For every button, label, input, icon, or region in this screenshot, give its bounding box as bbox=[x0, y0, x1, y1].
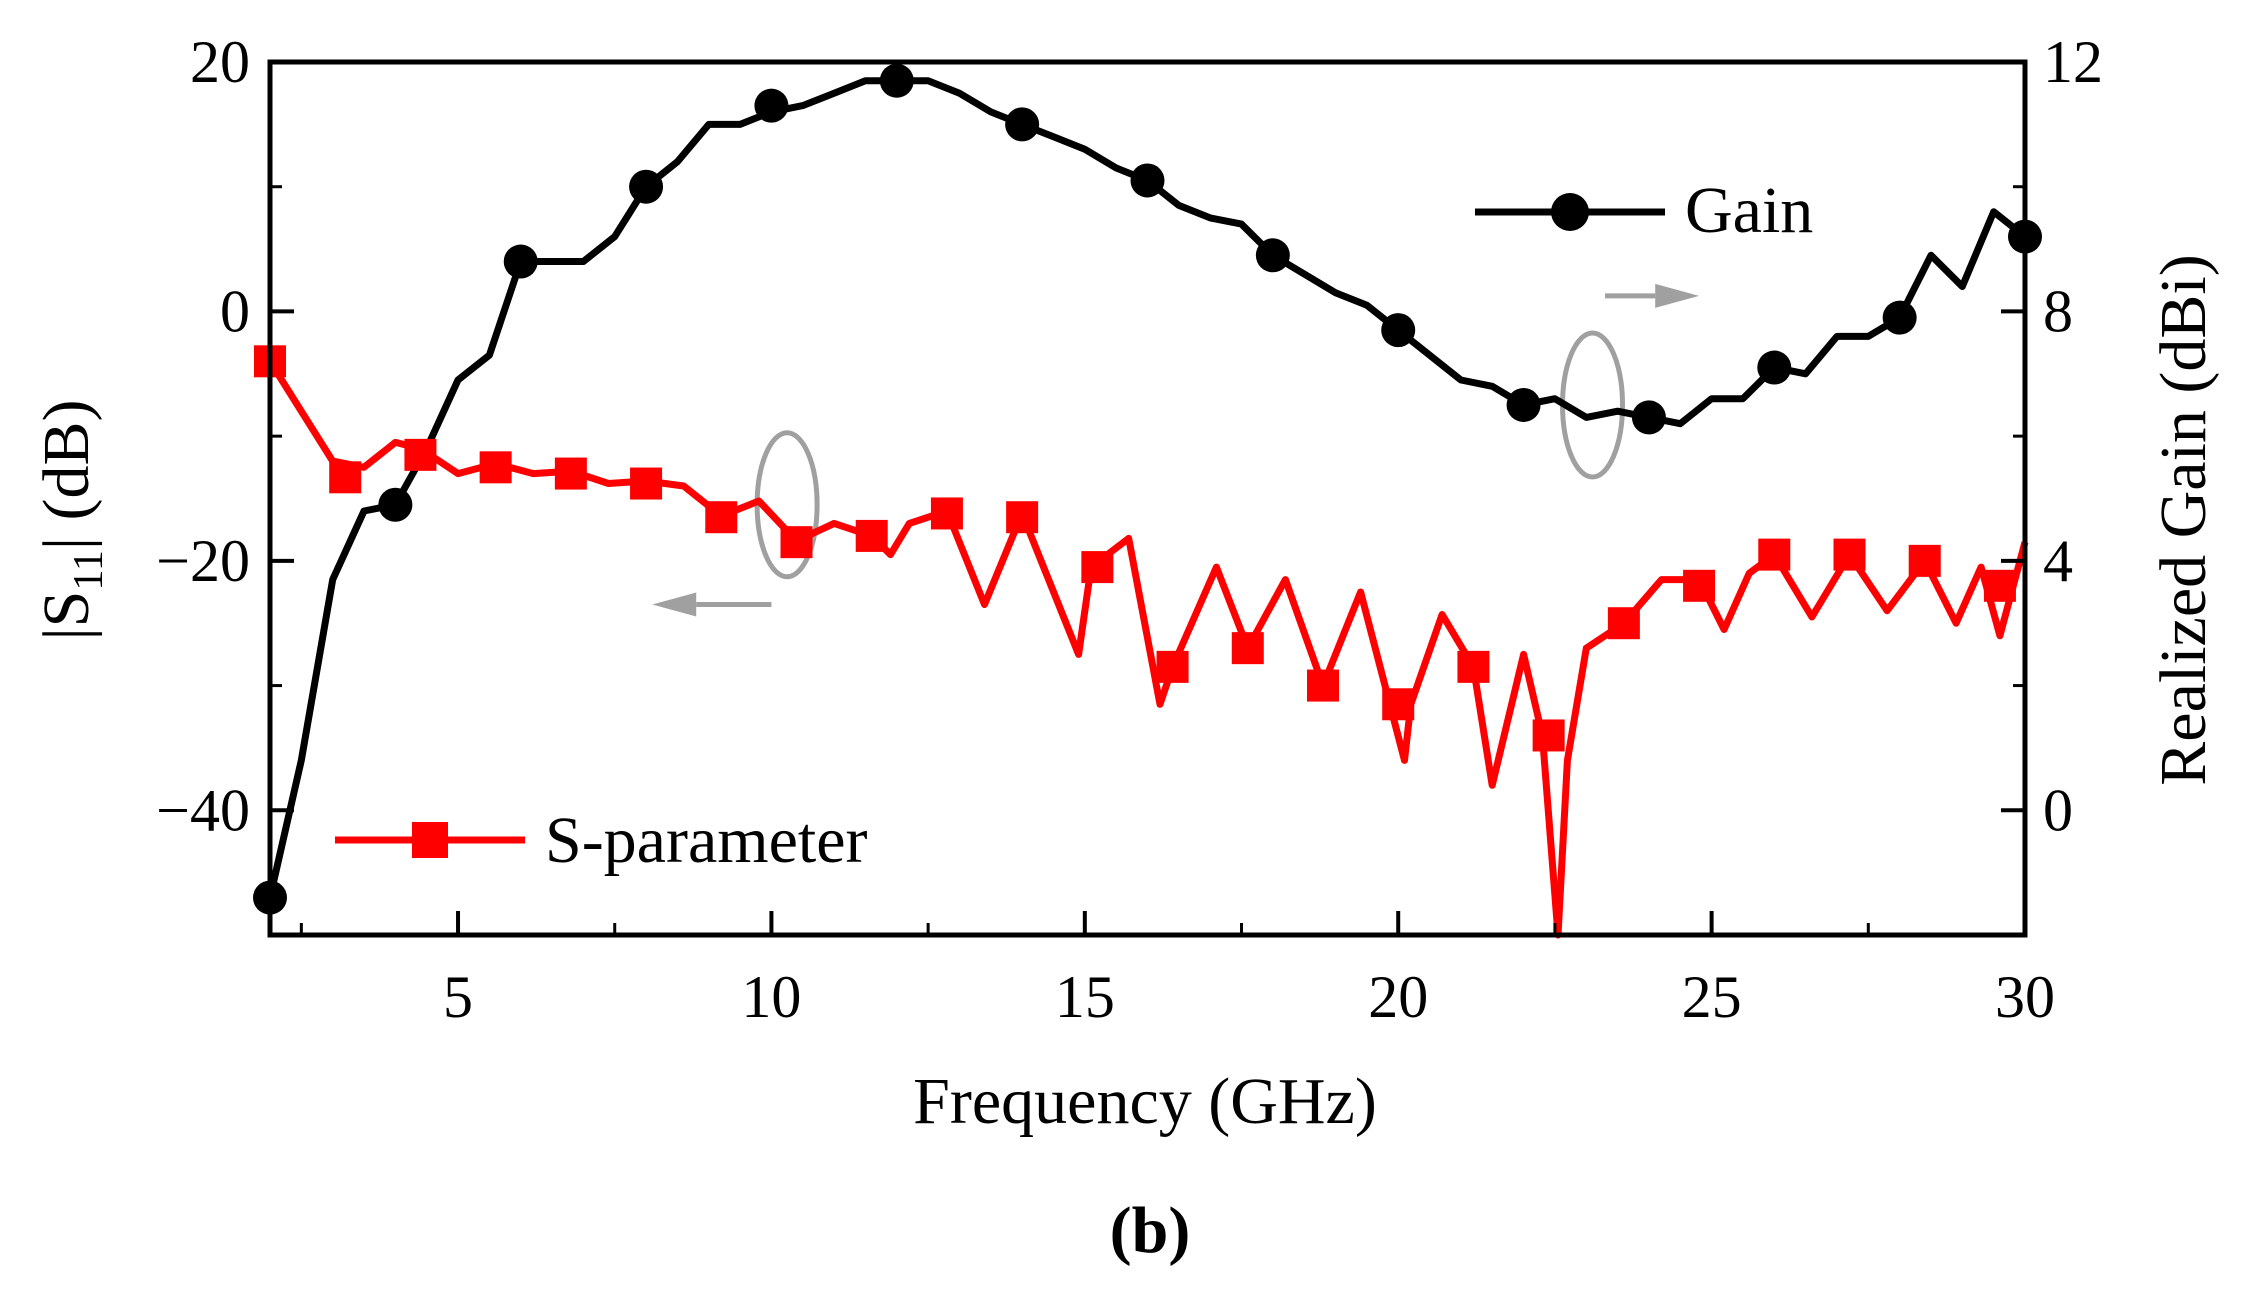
s-parameter-marker bbox=[1908, 544, 1941, 577]
gain-marker bbox=[1631, 400, 1666, 435]
gain-marker bbox=[1882, 300, 1917, 335]
s-parameter-marker bbox=[1307, 669, 1339, 702]
ticks-layer: 5 10 15 20 25 30 20 0 −20 −40 12 8 4 0 bbox=[156, 29, 2103, 1030]
plot-frame bbox=[267, 59, 2028, 938]
x-tick-label: 15 bbox=[1055, 964, 1115, 1030]
gain-marker bbox=[378, 487, 413, 522]
s-parameter-marker bbox=[1156, 650, 1189, 683]
gain-marker bbox=[1255, 238, 1290, 273]
s-parameter-marker bbox=[630, 467, 663, 500]
gain-marker bbox=[629, 169, 664, 204]
y-left-tick-label: −20 bbox=[156, 528, 250, 594]
s-parameter-arrowhead bbox=[652, 592, 697, 617]
s-parameter-marker bbox=[1833, 538, 1866, 571]
s-parameter-marker bbox=[479, 451, 512, 484]
s-parameter-marker bbox=[1457, 650, 1490, 683]
y-left-tick-label: −40 bbox=[156, 777, 250, 843]
s-parameter-marker bbox=[1231, 632, 1264, 665]
s-parameter-series-line bbox=[267, 359, 2029, 939]
legend-gain-marker bbox=[1551, 193, 1589, 231]
legend-layer: Gain S-parameter bbox=[335, 174, 1813, 877]
annotation-layer bbox=[652, 283, 1700, 617]
s-parameter-marker bbox=[1081, 551, 1114, 584]
y-right-tick-label: 12 bbox=[2043, 29, 2103, 95]
s-parameter-marker bbox=[705, 501, 738, 534]
legend-s-parameter-marker bbox=[412, 822, 448, 858]
x-tick-label: 30 bbox=[1995, 964, 2055, 1030]
legend-s-parameter-label: S-parameter bbox=[545, 804, 868, 877]
y-axis-label-right: Realized Gain (dBi) bbox=[2147, 254, 2220, 785]
s-parameter-marker bbox=[1607, 607, 1640, 640]
gain-marker bbox=[1506, 387, 1541, 422]
legend-gain-label: Gain bbox=[1685, 174, 1813, 247]
s-parameter-marker bbox=[1758, 538, 1791, 571]
x-axis-label: Frequency (GHz) bbox=[913, 1065, 1377, 1138]
s-parameter-marker bbox=[1382, 688, 1415, 721]
gain-marker bbox=[1005, 107, 1040, 142]
x-tick-label: 20 bbox=[1368, 964, 1428, 1030]
y-right-tick-label: 0 bbox=[2043, 777, 2073, 843]
s-parameter-marker bbox=[404, 438, 437, 471]
gain-marker bbox=[1130, 163, 1165, 198]
x-tick-label: 10 bbox=[741, 964, 801, 1030]
gain-marker bbox=[503, 244, 538, 279]
s-parameter-marker bbox=[855, 519, 888, 552]
gain-marker bbox=[1381, 313, 1416, 348]
s-parameter-marker bbox=[780, 526, 813, 559]
y-left-tick-label: 0 bbox=[220, 278, 250, 344]
s-parameter-marker bbox=[1006, 501, 1039, 534]
s-parameter-marker bbox=[1683, 569, 1716, 602]
y-axis-label-left: |S11| (dB) bbox=[30, 399, 112, 640]
y-left-tick-label: 20 bbox=[190, 29, 250, 95]
y-right-tick-label: 4 bbox=[2043, 528, 2073, 594]
s-parameter-marker bbox=[554, 457, 587, 490]
panel-label: (b) bbox=[1110, 1194, 1191, 1267]
gain-arrowhead bbox=[1655, 283, 1700, 308]
x-tick-label: 5 bbox=[443, 964, 473, 1030]
y-right-tick-label: 8 bbox=[2043, 278, 2073, 344]
gain-marker bbox=[754, 88, 789, 123]
s-parameter-marker bbox=[329, 461, 362, 494]
series-layer bbox=[253, 63, 2042, 939]
s-parameter-marker bbox=[1532, 719, 1565, 752]
gain-marker bbox=[1757, 350, 1792, 385]
s-parameter-marker bbox=[930, 497, 963, 530]
x-tick-label: 25 bbox=[1682, 964, 1742, 1030]
s-parameter-marker bbox=[1983, 569, 2016, 602]
gain-marker bbox=[879, 63, 914, 98]
